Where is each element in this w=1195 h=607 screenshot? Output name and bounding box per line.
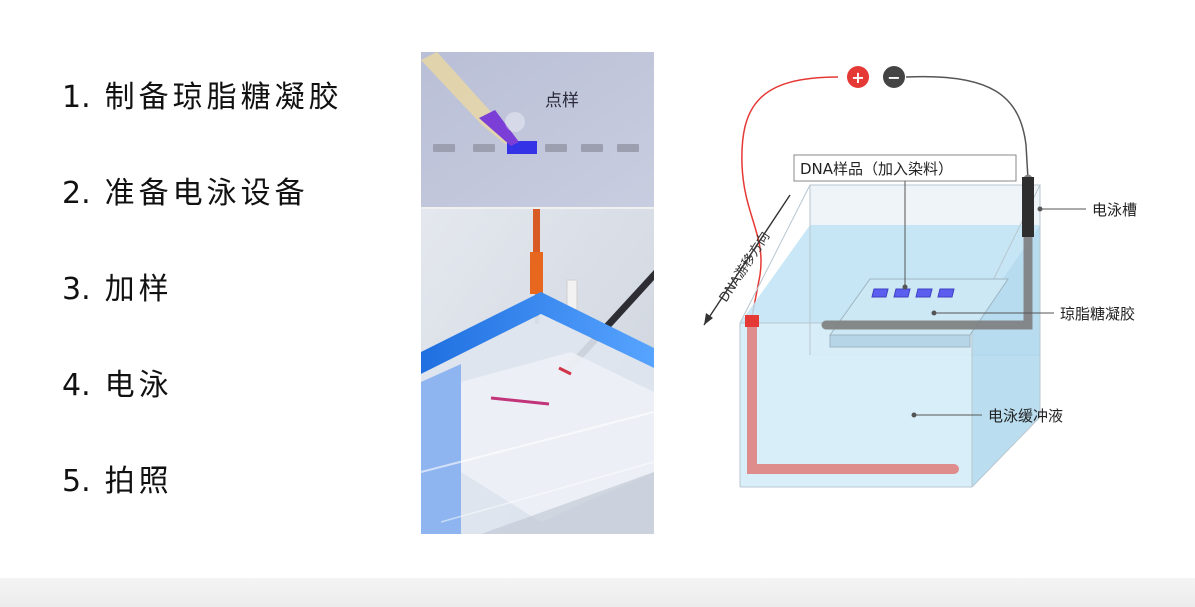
positive-terminal-icon — [847, 66, 869, 88]
step-text: 拍照 — [104, 464, 173, 499]
sample-wells — [871, 288, 955, 298]
positive-electrode — [747, 316, 959, 474]
step-text: 准备电泳设备 — [104, 176, 309, 211]
positive-wire — [741, 76, 839, 318]
tank-photo — [421, 209, 654, 534]
step-text: 制备琼脂糖凝胶 — [104, 80, 343, 115]
sample-label: DNA样品（加入染料） — [800, 160, 953, 178]
step-number: 1. — [62, 80, 91, 115]
step-item: 2. 准备电泳设备 — [62, 168, 343, 264]
steps-list: 1. 制备琼脂糖凝胶 2. 准备电泳设备 3. 加样 4. 电泳 5. 拍照 — [62, 72, 343, 552]
step-item: 3. 加样 — [62, 264, 343, 360]
negative-electrode-post — [1022, 177, 1034, 237]
photo-caption: 点样 — [545, 91, 579, 111]
tank-rim — [421, 292, 654, 374]
loading-closeup: 点样 — [421, 52, 654, 207]
step-item: 1. 制备琼脂糖凝胶 — [62, 72, 343, 168]
negative-wire — [905, 75, 1029, 180]
step-item: 4. 电泳 — [62, 360, 343, 456]
electrode-cable — [533, 209, 540, 269]
electrophoresis-schematic: + − — [690, 55, 1190, 515]
tank-label: 电泳槽 — [1092, 201, 1137, 219]
positive-symbol: + — [851, 68, 864, 87]
step-text: 电泳 — [104, 368, 173, 403]
negative-symbol: − — [887, 68, 900, 87]
step-number: 4. — [62, 368, 91, 403]
migration-arrow — [703, 194, 791, 326]
pipette-tip-dye — [479, 110, 519, 146]
sample-label-box — [793, 154, 1017, 182]
sample-band — [490, 396, 550, 406]
buffer-volume — [740, 323, 972, 487]
step-number: 5. — [62, 464, 91, 499]
bottom-band — [0, 578, 1195, 607]
positive-electrode-post — [745, 315, 759, 327]
electrophoresis-photo: 点样 — [421, 52, 654, 534]
electrode-plug — [530, 252, 543, 294]
gel-label: 琼脂糖凝胶 — [1060, 305, 1135, 323]
gel-wells — [433, 144, 639, 152]
buffer-label: 电泳缓冲液 — [988, 407, 1063, 425]
step-text: 加样 — [104, 272, 173, 307]
step-number: 3. — [62, 272, 91, 307]
step-number: 2. — [62, 176, 91, 211]
negative-terminal-icon — [883, 66, 905, 88]
step-item: 5. 拍照 — [62, 456, 343, 552]
